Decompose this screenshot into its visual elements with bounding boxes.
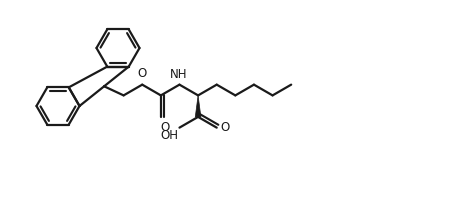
Text: OH: OH (160, 129, 179, 142)
Text: O: O (160, 121, 170, 134)
Text: NH: NH (170, 68, 187, 81)
Text: O: O (138, 67, 147, 80)
Text: O: O (221, 121, 230, 134)
Polygon shape (196, 95, 201, 117)
